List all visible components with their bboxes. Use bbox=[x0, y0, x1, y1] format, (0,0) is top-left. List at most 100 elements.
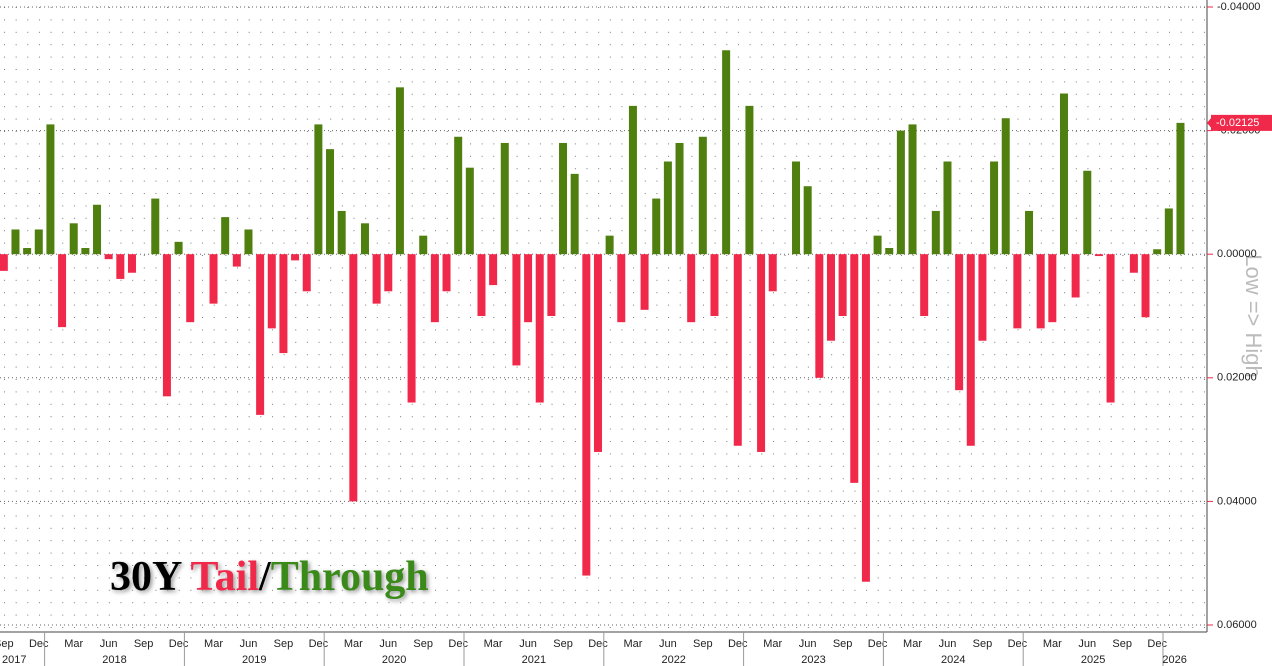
x-tick-label: Dec bbox=[588, 638, 608, 650]
bar bbox=[1106, 254, 1115, 403]
bar bbox=[419, 235, 428, 255]
y-tick-label: 0.00000 bbox=[1217, 248, 1257, 260]
bar bbox=[1025, 210, 1034, 255]
bar bbox=[896, 130, 905, 255]
bar bbox=[1071, 254, 1080, 298]
bar bbox=[34, 229, 43, 255]
x-tick-label: Sep bbox=[833, 638, 853, 650]
x-tick-label: Dec bbox=[1008, 638, 1028, 650]
chart-title: 30Y Tail/Through bbox=[110, 554, 429, 600]
bar bbox=[943, 161, 952, 255]
bar bbox=[337, 210, 346, 255]
x-tick-label: Mar bbox=[344, 638, 363, 650]
bar bbox=[1129, 254, 1138, 273]
bar bbox=[232, 254, 241, 267]
bar bbox=[372, 254, 381, 304]
bar bbox=[500, 142, 509, 255]
x-tick-label: Dec bbox=[868, 638, 888, 650]
x-tick-label: Mar bbox=[484, 638, 503, 650]
x-tick-label: Sep bbox=[973, 638, 993, 650]
bar bbox=[559, 142, 568, 255]
bar bbox=[966, 254, 975, 446]
bar bbox=[489, 254, 498, 286]
bar bbox=[757, 254, 766, 452]
bar bbox=[1036, 254, 1045, 329]
bar bbox=[1048, 254, 1057, 323]
x-tick-label: Dec bbox=[309, 638, 329, 650]
bar bbox=[454, 136, 463, 255]
x-tick-label: Sep bbox=[413, 638, 433, 650]
bar bbox=[1001, 118, 1010, 255]
x-tick-label: Jun bbox=[659, 638, 677, 650]
x-tick-label: Sep bbox=[693, 638, 713, 650]
x-tick-label: Jun bbox=[799, 638, 817, 650]
year-label: 2018 bbox=[102, 654, 126, 666]
bar bbox=[162, 254, 171, 397]
x-tick-label: Dec bbox=[448, 638, 468, 650]
bar bbox=[675, 142, 684, 255]
bar bbox=[628, 105, 637, 255]
year-label: 2026 bbox=[1162, 654, 1186, 666]
y-tick-label: 0.06000 bbox=[1217, 619, 1257, 631]
bar bbox=[570, 173, 579, 255]
bar bbox=[256, 254, 265, 415]
x-tick-label: Mar bbox=[763, 638, 782, 650]
title-part: Through bbox=[271, 554, 429, 600]
bar bbox=[990, 161, 999, 255]
year-label: 2022 bbox=[661, 654, 685, 666]
bar bbox=[1176, 122, 1185, 255]
bar bbox=[46, 124, 55, 255]
bar bbox=[1164, 208, 1173, 255]
title-part: Tail bbox=[191, 554, 260, 600]
bar bbox=[710, 254, 719, 316]
bar bbox=[850, 254, 859, 483]
bar bbox=[360, 223, 369, 255]
value-label-pointer bbox=[1207, 116, 1212, 129]
bar bbox=[931, 210, 940, 255]
bar bbox=[349, 254, 358, 502]
bar bbox=[430, 254, 439, 323]
x-tick-label: Dec bbox=[1147, 638, 1167, 650]
bar bbox=[477, 254, 486, 316]
title-part: 30Y bbox=[110, 554, 191, 600]
x-tick-label: Sep bbox=[134, 638, 154, 650]
bar bbox=[547, 254, 556, 316]
y-tick-label: -0.04000 bbox=[1217, 1, 1260, 13]
x-tick-label: Sep bbox=[274, 638, 294, 650]
x-tick-label: Sep bbox=[553, 638, 573, 650]
year-label: 2017 bbox=[2, 654, 26, 666]
x-tick-label: Jun bbox=[100, 638, 118, 650]
bar bbox=[326, 149, 335, 255]
bar bbox=[314, 124, 323, 255]
x-tick-label: Mar bbox=[64, 638, 83, 650]
x-tick-label: Mar bbox=[623, 638, 642, 650]
value-label-box bbox=[1211, 114, 1272, 131]
x-tick-label: Mar bbox=[1043, 638, 1062, 650]
bar bbox=[745, 105, 754, 255]
y-axis-label: Low => High bbox=[1241, 254, 1266, 378]
bar bbox=[1153, 249, 1162, 255]
bar bbox=[838, 254, 847, 316]
bar bbox=[593, 254, 602, 452]
bar bbox=[978, 254, 987, 341]
bar bbox=[81, 248, 90, 255]
x-tick-label: Jun bbox=[240, 638, 258, 650]
bar bbox=[465, 167, 474, 255]
year-label: 2025 bbox=[1081, 654, 1105, 666]
bar bbox=[815, 254, 824, 378]
bar bbox=[1094, 254, 1103, 257]
bar bbox=[768, 254, 777, 292]
year-label: 2024 bbox=[941, 654, 965, 666]
title-part: / bbox=[258, 554, 272, 600]
dotted-background bbox=[0, 0, 1207, 632]
bar bbox=[535, 254, 544, 403]
bar bbox=[395, 87, 404, 255]
bar bbox=[826, 254, 835, 341]
bar bbox=[279, 254, 288, 354]
bar bbox=[698, 136, 707, 255]
bar bbox=[11, 229, 20, 255]
bar bbox=[58, 254, 67, 328]
bar bbox=[151, 198, 160, 255]
bar bbox=[104, 254, 113, 260]
